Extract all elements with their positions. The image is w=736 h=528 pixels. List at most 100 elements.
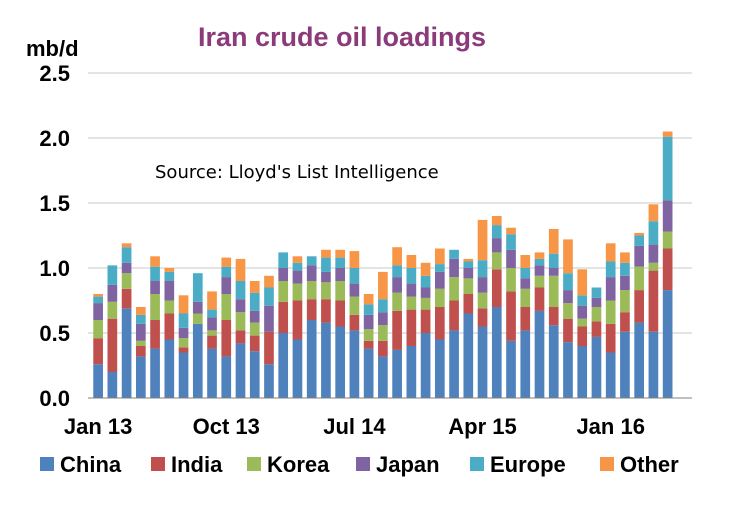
bar-segment-europe xyxy=(634,235,645,246)
bar-segment-china xyxy=(420,333,431,398)
bar-segment-korea xyxy=(306,281,317,300)
bar-segment-europe xyxy=(207,309,217,318)
bar-segment-india xyxy=(278,301,289,333)
bar-segment-japan xyxy=(491,238,502,253)
bar-segment-india xyxy=(235,330,246,344)
bar-segment-other xyxy=(548,229,559,254)
bar-segment-other xyxy=(406,255,417,268)
bar-segment-europe xyxy=(107,265,118,285)
bar-segment-other xyxy=(634,232,645,236)
bar-segment-china xyxy=(620,331,630,398)
legend-item-japan: Japan xyxy=(356,452,440,477)
bar-segment-europe xyxy=(278,252,289,268)
bar-segment-japan xyxy=(93,303,103,320)
bar-segment-china xyxy=(235,343,246,398)
bar-segment-japan xyxy=(321,271,331,283)
bar-segment-korea xyxy=(434,288,445,307)
bar-segment-china xyxy=(534,310,545,398)
bar-segment-europe xyxy=(349,268,360,284)
bar-segment-japan xyxy=(235,299,246,313)
bar-segment-japan xyxy=(207,317,217,331)
bar-segment-japan xyxy=(563,290,573,304)
bar-segment-other xyxy=(577,269,588,296)
bar-segment-china xyxy=(520,330,531,398)
bar-segment-japan xyxy=(577,305,588,319)
bar-segment-india xyxy=(292,300,303,340)
legend-label: China xyxy=(60,452,122,477)
bar-segment-india xyxy=(321,299,331,323)
legend-item-china: China xyxy=(40,452,122,477)
bar-segment-china xyxy=(591,336,602,398)
bar-segment-other xyxy=(420,262,431,276)
bar-segment-japan xyxy=(520,278,531,289)
bar-segment-other xyxy=(434,248,445,265)
bar-segment-korea xyxy=(548,275,559,307)
bar-segment-china xyxy=(463,313,474,398)
bar-segment-korea xyxy=(520,288,531,307)
bar-segment-europe xyxy=(420,275,431,288)
bar-segment-korea xyxy=(406,296,417,310)
bar-segment-korea xyxy=(278,281,289,302)
bar-segment-china xyxy=(292,339,303,398)
bar-segment-japan xyxy=(406,283,417,297)
bar-segment-other xyxy=(620,252,630,263)
chart-title: Iran crude oil loadings xyxy=(198,22,486,52)
bar-segment-europe xyxy=(648,221,659,245)
bar-segment-japan xyxy=(278,268,289,281)
y-tick-label: 1.5 xyxy=(39,191,70,216)
bar-segment-europe xyxy=(620,262,630,276)
bar-segment-india xyxy=(264,331,274,365)
bar-segment-korea xyxy=(534,275,545,288)
bar-segment-china xyxy=(363,348,374,398)
bar-segment-india xyxy=(548,307,559,326)
bar-segment-japan xyxy=(648,244,659,263)
bar-segment-japan xyxy=(662,200,673,232)
bar-segment-korea xyxy=(563,303,573,319)
bar-segment-korea xyxy=(662,231,673,249)
bar-segment-other xyxy=(662,131,673,137)
x-tick-label: Jan 13 xyxy=(64,414,133,439)
bar-segment-japan xyxy=(605,277,616,301)
bar-segment-other xyxy=(605,243,616,262)
bar-segment-china xyxy=(121,308,132,398)
bar-segment-other xyxy=(207,291,217,310)
bar-segment-japan xyxy=(249,310,260,323)
bar-segment-japan xyxy=(477,277,488,293)
bar-segment-korea xyxy=(392,292,402,311)
bar-segment-europe xyxy=(605,261,616,278)
bar-segment-korea xyxy=(121,273,132,289)
bar-segment-japan xyxy=(634,245,645,267)
bar-segment-korea xyxy=(178,338,189,348)
bar-segment-korea xyxy=(449,277,459,301)
bar-segment-india xyxy=(605,323,616,353)
y-tick-label: 1.0 xyxy=(39,256,70,281)
bar-segment-india xyxy=(520,307,531,331)
bar-segment-india xyxy=(107,318,118,372)
bar-segment-india xyxy=(591,321,602,337)
bar-segment-korea xyxy=(363,329,374,341)
bar-segment-europe xyxy=(292,262,303,271)
bar-segment-india xyxy=(249,335,260,352)
bar-segment-other xyxy=(321,249,331,258)
bar-segment-other xyxy=(178,295,189,314)
bar-segment-europe xyxy=(178,313,189,328)
bar-segment-china xyxy=(449,330,459,398)
bar-segment-korea xyxy=(221,294,232,320)
bar-segment-other xyxy=(335,249,346,258)
legend-swatch xyxy=(356,457,370,471)
y-tick-label: 2.5 xyxy=(39,61,70,86)
bar-segment-india xyxy=(335,300,346,327)
bar-segment-korea xyxy=(235,312,246,331)
bar-segment-korea xyxy=(605,300,616,324)
bar-segment-china xyxy=(249,351,260,398)
bar-segment-korea xyxy=(420,297,431,310)
bar-segment-japan xyxy=(620,275,630,291)
bar-segment-europe xyxy=(249,292,260,311)
legend-item-korea: Korea xyxy=(247,452,330,477)
bar-segment-india xyxy=(477,308,488,327)
x-tick-label: Jan 16 xyxy=(576,414,645,439)
bar-segment-india xyxy=(620,312,630,332)
bar-segment-china xyxy=(321,322,331,398)
bar-segment-japan xyxy=(150,281,160,294)
legend-label: Korea xyxy=(267,452,330,477)
